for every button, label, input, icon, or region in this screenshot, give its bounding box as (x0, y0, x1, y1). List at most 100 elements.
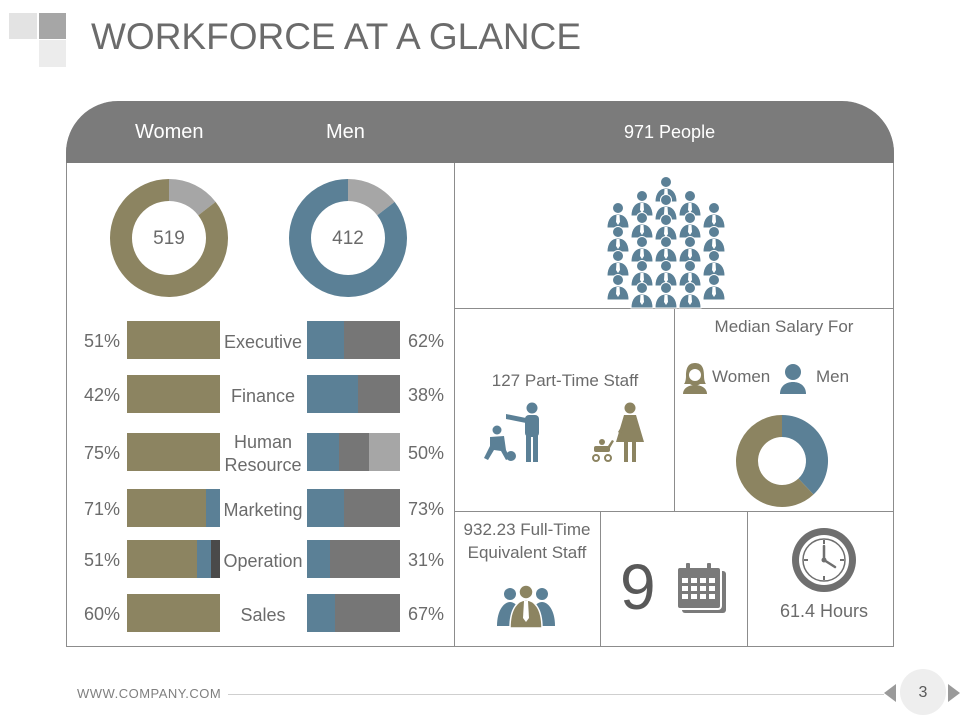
men-percent: 38% (408, 385, 445, 405)
men-percent: 50% (408, 443, 445, 463)
person-icon (630, 236, 654, 263)
slide-title: WORKFORCE AT A GLANCE (91, 16, 582, 57)
men-bar-segment (358, 375, 400, 413)
header-men: Men (326, 121, 365, 143)
salary-men-label: Men (816, 367, 850, 386)
men-bar (307, 594, 400, 632)
women-count: 519 (153, 228, 185, 249)
women-bar (127, 433, 220, 471)
men-bar-segment (338, 433, 370, 471)
panel-header (66, 101, 894, 163)
footer-divider (228, 694, 884, 695)
footer-website[interactable]: WWW.COMPANY.COM (77, 686, 222, 701)
women-donut-rest (168, 179, 216, 216)
person-icon (654, 260, 678, 287)
person-icon (654, 194, 678, 221)
women-percent: 71% (83, 499, 120, 519)
men-bar-segment (307, 375, 359, 413)
salary-women-label: Women (712, 367, 771, 386)
women-bar (127, 375, 220, 413)
women-bar-segment (206, 489, 220, 527)
person-icon (630, 190, 654, 217)
women-bar (127, 489, 220, 527)
women-bar-segment (127, 594, 220, 632)
corner-square (9, 13, 37, 39)
header-people: 971 People (624, 122, 716, 142)
men-donut-main (289, 179, 407, 297)
next-arrow-icon[interactable] (948, 684, 960, 702)
department-label: Human Resource (224, 432, 302, 475)
calendar-icon (676, 563, 726, 613)
person-icon (630, 260, 654, 287)
corner-square (39, 40, 66, 67)
men-percent: 31% (408, 550, 445, 570)
salary-women-arc (736, 415, 814, 507)
women-percent: 42% (83, 385, 120, 405)
person-icon (654, 282, 678, 309)
women-percent: 60% (83, 604, 120, 624)
men-bar-segment (307, 489, 345, 527)
hours-label: 61.4 Hours (779, 601, 869, 621)
corner-square (39, 13, 66, 39)
women-bar-segment (127, 540, 197, 578)
women-bar-segment (127, 375, 220, 413)
women-bar (127, 540, 220, 578)
page-number-badge (900, 669, 946, 715)
divider (454, 511, 894, 512)
men-donut-rest (347, 179, 395, 216)
men-percent: 67% (408, 604, 445, 624)
women-bar-segment (127, 321, 220, 359)
department-label: Marketing (223, 500, 303, 520)
parent-child-play-icon (484, 402, 539, 462)
team-icon (497, 584, 555, 629)
women-bar-segment (127, 489, 207, 527)
men-bar-segment (369, 433, 400, 471)
salary-title: Median Salary For (714, 317, 854, 336)
person-icon (702, 250, 726, 277)
person-icon (606, 274, 630, 301)
person-icon (678, 236, 702, 263)
men-bar-segment (334, 594, 400, 632)
prev-arrow-icon[interactable] (884, 684, 896, 702)
person-icon (702, 202, 726, 229)
men-donut-chart (289, 179, 407, 297)
men-bar-segment (307, 540, 331, 578)
fte-label: 932.23 Full-Time Equivalent Staff (463, 520, 591, 562)
women-bar-segment (127, 433, 220, 471)
page-number: 3 (918, 684, 928, 701)
men-bar-segment (307, 433, 339, 471)
men-bar-segment (344, 321, 400, 359)
men-percent: 62% (408, 331, 445, 351)
men-bar (307, 321, 400, 359)
person-icon (630, 282, 654, 309)
person-icon (702, 226, 726, 253)
men-count: 412 (332, 228, 364, 249)
divider (454, 163, 455, 647)
men-bar-segment (307, 321, 345, 359)
men-bar (307, 540, 400, 578)
women-donut-main (110, 179, 228, 297)
person-icon (630, 212, 654, 239)
person-icon (606, 226, 630, 253)
department-label: Operation (223, 551, 303, 571)
men-percent: 73% (408, 499, 445, 519)
person-icon (678, 190, 702, 217)
women-percent: 75% (83, 443, 120, 463)
women-percent: 51% (83, 550, 120, 570)
man-avatar-icon (780, 364, 806, 394)
men-bar (307, 433, 400, 471)
women-bar (127, 594, 220, 632)
women-bar-segment (196, 540, 211, 578)
men-bar (307, 375, 400, 413)
women-bar (127, 321, 220, 359)
clock-icon (792, 528, 856, 592)
person-icon (654, 214, 678, 241)
person-icon (702, 274, 726, 301)
person-icon (678, 260, 702, 287)
person-icon (606, 250, 630, 277)
divider (674, 308, 675, 512)
mother-stroller-icon (592, 402, 644, 462)
woman-avatar-icon (683, 363, 707, 394)
salary-donut-chart (736, 415, 828, 507)
department-label: Sales (240, 605, 286, 625)
